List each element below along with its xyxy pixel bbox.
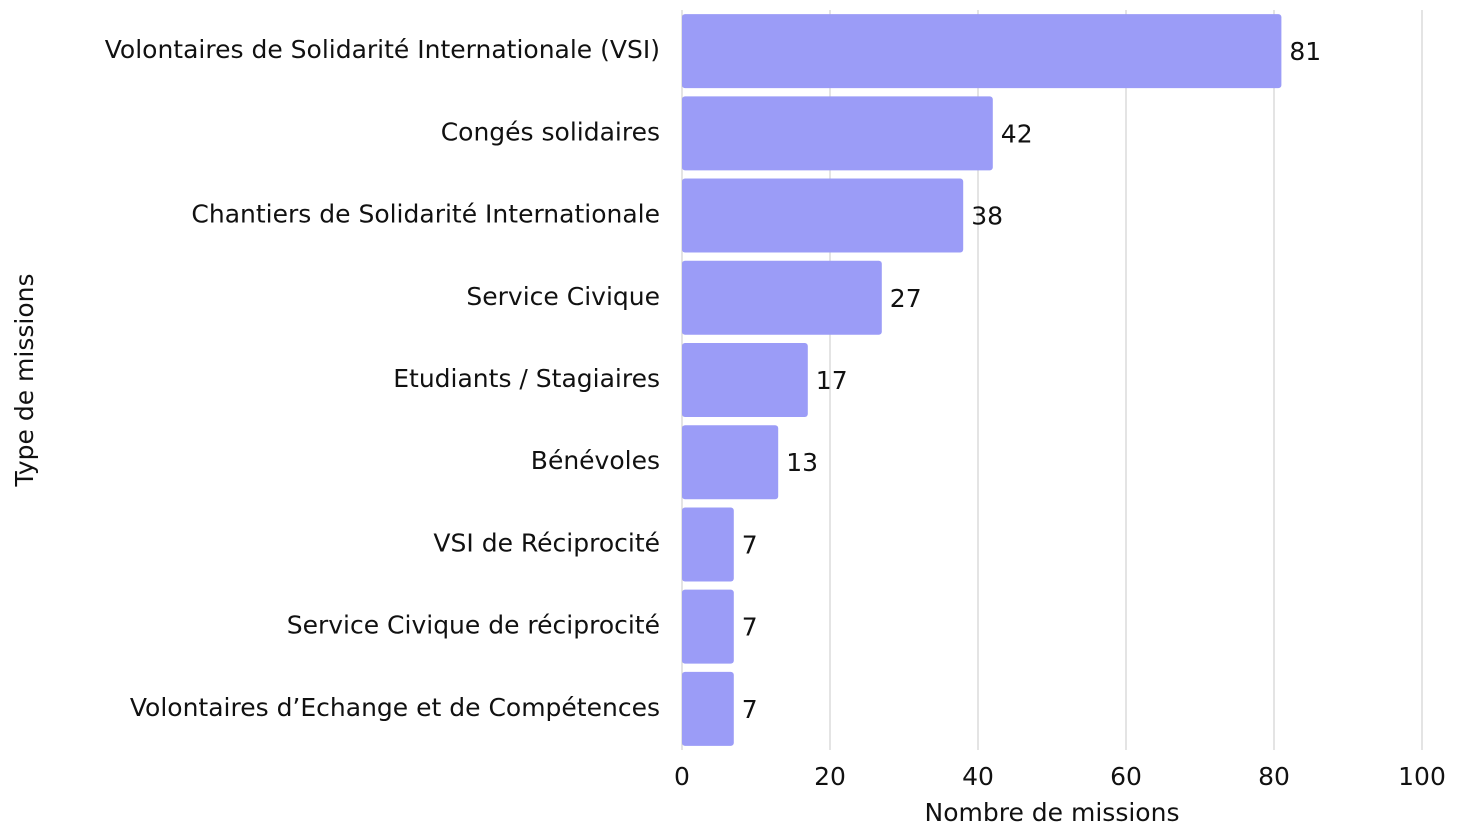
x-axis-label: Nombre de missions bbox=[925, 798, 1180, 827]
y-axis-label: Type de missions bbox=[10, 273, 39, 487]
bar bbox=[682, 96, 993, 171]
x-tick-label: 40 bbox=[962, 762, 994, 791]
value-label: 38 bbox=[971, 202, 1003, 231]
x-tick-label: 80 bbox=[1258, 762, 1290, 791]
value-label: 7 bbox=[742, 530, 758, 559]
x-tick-label: 60 bbox=[1110, 762, 1142, 791]
bar bbox=[682, 343, 808, 417]
x-tick-label: 20 bbox=[814, 762, 846, 791]
y-tick-label: Volontaires de Solidarité Internationale… bbox=[105, 35, 660, 64]
x-tick-label: 0 bbox=[674, 762, 690, 791]
y-tick-label: Service Civique bbox=[466, 282, 660, 311]
x-tick-label: 100 bbox=[1398, 762, 1446, 791]
value-label: 27 bbox=[890, 284, 922, 313]
bar bbox=[682, 425, 779, 500]
y-tick-label: Volontaires d’Echange et de Compétences bbox=[130, 693, 660, 722]
value-label: 17 bbox=[816, 366, 848, 395]
y-tick-label: Congés solidaires bbox=[441, 117, 660, 146]
y-tick-label: Chantiers de Solidarité Internationale bbox=[191, 200, 660, 229]
bar bbox=[682, 178, 964, 253]
value-label: 7 bbox=[742, 613, 758, 642]
value-label: 13 bbox=[786, 448, 818, 477]
value-label: 42 bbox=[1001, 119, 1033, 148]
value-label: 81 bbox=[1289, 37, 1321, 66]
y-tick-label: Service Civique de réciprocité bbox=[287, 611, 660, 640]
y-tick-label: Etudiants / Stagiaires bbox=[393, 364, 660, 393]
bar bbox=[682, 14, 1282, 89]
y-tick-label: Bénévoles bbox=[531, 446, 660, 475]
bar bbox=[682, 507, 734, 582]
bar bbox=[682, 671, 734, 746]
bar bbox=[682, 260, 882, 335]
bar bbox=[682, 589, 734, 664]
value-label: 7 bbox=[742, 695, 758, 724]
y-tick-label: VSI de Réciprocité bbox=[433, 528, 660, 557]
